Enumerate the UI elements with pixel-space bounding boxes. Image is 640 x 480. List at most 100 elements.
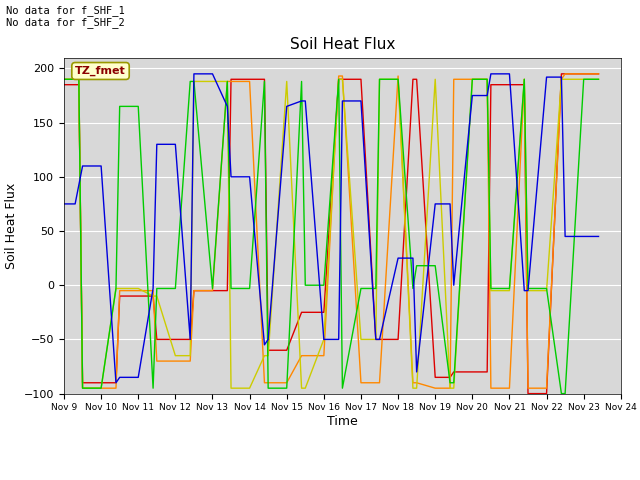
SHF2 [483,76,491,82]
SHF4 [357,286,365,291]
SHF3 [264,353,272,359]
SHF5 [227,174,235,180]
SHF3 [60,76,68,82]
SHF2 [468,76,476,82]
SHF5 [339,98,346,104]
SHF4 [112,286,120,291]
SHF5 [376,336,383,342]
SHF4 [227,286,235,291]
SHF2 [372,380,380,385]
SHF1 [524,391,532,396]
SHF1 [413,76,420,82]
SHF1 [134,293,142,299]
SHF1 [487,82,495,87]
SHF4 [520,76,528,82]
SHF2 [487,385,495,391]
SHF2 [149,288,157,293]
SHF5 [543,74,550,80]
Line: SHF4: SHF4 [64,79,598,394]
SHF2 [446,385,454,391]
SHF3 [112,286,120,291]
SHF2 [75,76,83,82]
SHF1 [520,82,528,87]
SHF5 [468,93,476,98]
SHF5 [409,255,417,261]
SHF5 [557,74,565,80]
SHF5 [320,336,328,342]
SHF1 [339,76,346,82]
SHF4 [116,104,124,109]
SHF5 [223,104,231,109]
SHF3 [557,76,565,82]
SHF4 [372,286,380,291]
SHF5 [357,98,365,104]
SHF1 [506,82,513,87]
SHF2 [394,73,402,79]
SHF3 [394,76,402,82]
SHF4 [320,282,328,288]
SHF5 [79,163,86,169]
SHF4 [153,286,161,291]
SHF5 [246,174,253,180]
SHF4 [301,282,309,288]
SHF1 [409,76,417,82]
SHF3 [450,385,458,391]
Text: No data for f_SHF_1
No data for f_SHF_2: No data for f_SHF_1 No data for f_SHF_2 [6,5,125,28]
SHF4 [394,76,402,82]
SHF1 [580,71,588,77]
SHF3 [97,385,105,391]
SHF3 [153,293,161,299]
SHF1 [595,71,602,77]
SHF2 [134,288,142,293]
SHF3 [595,76,602,82]
SHF4 [557,391,565,396]
SHF5 [450,282,458,288]
SHF2 [543,385,550,391]
SHF1 [97,380,105,385]
SHF4 [446,380,454,385]
SHF3 [260,353,268,359]
SHF3 [227,385,235,391]
SHF1 [79,380,86,385]
SHF5 [97,163,105,169]
SHF4 [223,79,231,84]
SHF3 [335,76,342,82]
SHF4 [431,263,439,269]
SHF5 [580,234,588,240]
SHF1 [149,293,157,299]
SHF3 [301,385,309,391]
SHF2 [376,380,383,385]
SHF3 [483,76,491,82]
SHF4 [149,385,157,391]
SHF2 [320,353,328,359]
SHF3 [506,288,513,293]
SHF3 [339,76,346,82]
SHF4 [506,286,513,291]
SHF4 [524,286,532,291]
SHF3 [446,385,454,391]
SHF1 [468,369,476,375]
SHF1 [227,76,235,82]
SHF5 [60,201,68,207]
SHF2 [172,358,179,364]
SHF1 [153,336,161,342]
SHF3 [320,336,328,342]
SHF1 [172,336,179,342]
SHF5 [483,93,491,98]
Title: Soil Heat Flux: Soil Heat Flux [290,37,395,52]
SHF3 [357,336,365,342]
SHF5 [487,71,495,77]
SHF1 [394,336,402,342]
SHF4 [561,391,569,396]
SHF2 [557,76,565,82]
SHF4 [468,76,476,82]
SHF3 [431,76,439,82]
SHF2 [97,385,105,391]
X-axis label: Time: Time [327,415,358,428]
SHF1 [543,391,550,396]
SHF3 [209,79,216,84]
SHF2 [260,380,268,385]
SHF2 [520,76,528,82]
SHF3 [298,385,305,391]
Y-axis label: Soil Heat Flux: Soil Heat Flux [5,182,19,269]
